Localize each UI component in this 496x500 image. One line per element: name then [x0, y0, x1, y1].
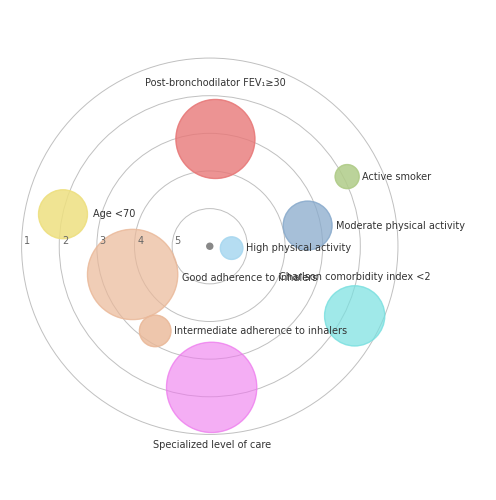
Circle shape	[176, 100, 255, 178]
Text: Active smoker: Active smoker	[362, 172, 432, 181]
Circle shape	[220, 237, 243, 260]
Text: Age <70: Age <70	[93, 209, 135, 219]
Text: Good adherence to inhalers: Good adherence to inhalers	[182, 273, 317, 283]
Text: Specialized level of care: Specialized level of care	[153, 440, 271, 450]
Circle shape	[207, 243, 213, 249]
Text: High physical activity: High physical activity	[246, 243, 351, 253]
Text: Charlson comorbidity index <2: Charlson comorbidity index <2	[279, 272, 431, 282]
Text: Moderate physical activity: Moderate physical activity	[336, 220, 465, 230]
Text: 2: 2	[62, 236, 68, 246]
Circle shape	[167, 342, 257, 432]
Text: 4: 4	[137, 236, 143, 246]
Circle shape	[139, 315, 171, 346]
Text: 1: 1	[24, 236, 30, 246]
Text: 3: 3	[100, 236, 106, 246]
Text: Intermediate adherence to inhalers: Intermediate adherence to inhalers	[174, 326, 347, 336]
Circle shape	[87, 230, 178, 320]
Circle shape	[324, 286, 385, 346]
Circle shape	[283, 201, 332, 250]
Circle shape	[335, 164, 359, 188]
Text: 5: 5	[175, 236, 181, 246]
Circle shape	[39, 190, 87, 238]
Text: Post-bronchodilator FEV₁≥30: Post-bronchodilator FEV₁≥30	[145, 78, 286, 88]
